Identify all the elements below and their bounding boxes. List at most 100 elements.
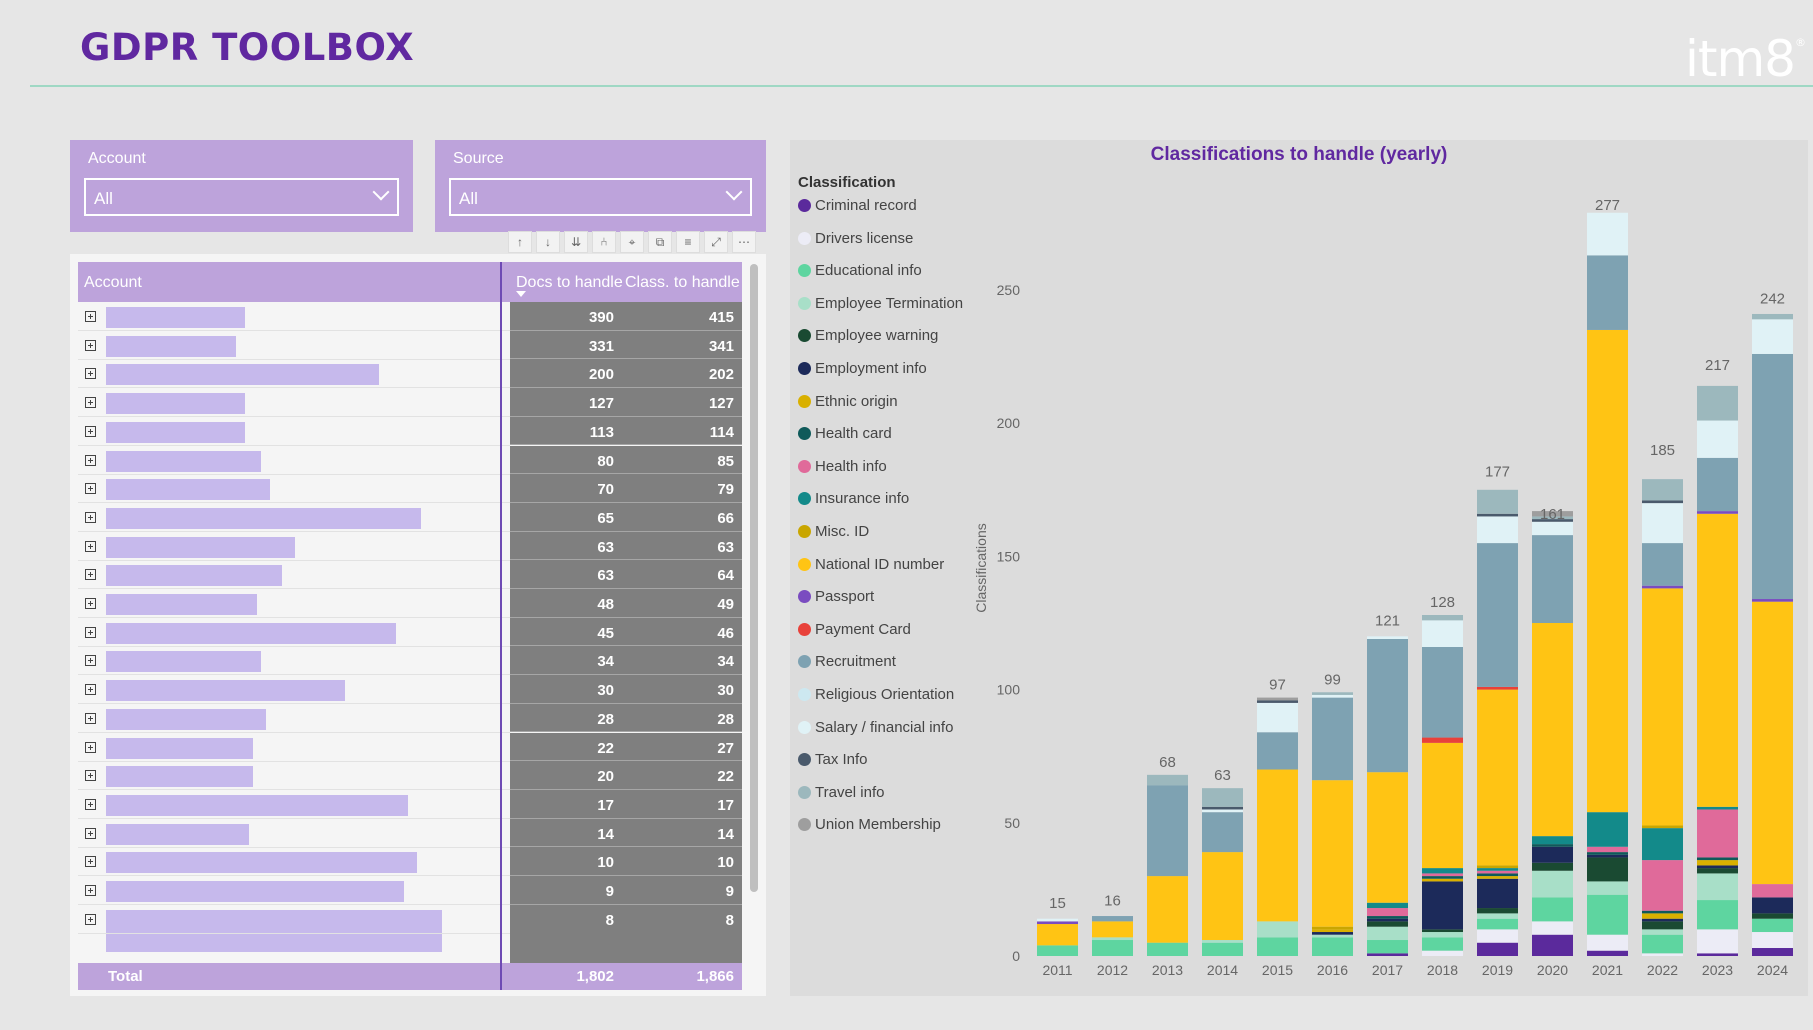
legend-item[interactable]: Drivers license bbox=[798, 230, 963, 263]
bar-segment[interactable] bbox=[1532, 623, 1573, 837]
bar-segment[interactable] bbox=[1092, 940, 1133, 956]
bar-segment[interactable] bbox=[1587, 934, 1628, 951]
legend-item[interactable]: Salary / financial info bbox=[798, 719, 963, 752]
expand-row-icon[interactable] bbox=[85, 712, 96, 724]
bar-segment[interactable] bbox=[1147, 942, 1188, 956]
bar-segment[interactable] bbox=[1532, 535, 1573, 623]
bar-segment[interactable] bbox=[1532, 844, 1573, 847]
bar-segment[interactable] bbox=[1697, 511, 1738, 514]
expand-row-icon[interactable] bbox=[85, 483, 96, 495]
table-row[interactable]: 28 28 bbox=[78, 703, 742, 733]
bar-segment[interactable] bbox=[1752, 319, 1793, 354]
copy-icon[interactable]: ⧉ bbox=[648, 231, 672, 253]
bar-segment[interactable] bbox=[1532, 519, 1573, 522]
legend-item[interactable]: Union Membership bbox=[798, 816, 963, 849]
expand-row-icon[interactable] bbox=[85, 397, 96, 409]
expand-row-icon[interactable] bbox=[85, 856, 96, 868]
bar-segment[interactable] bbox=[1422, 873, 1463, 877]
bar-segment[interactable] bbox=[1477, 876, 1518, 879]
bar-segment[interactable] bbox=[1422, 646, 1463, 738]
bar-segment[interactable] bbox=[1312, 692, 1353, 695]
table-row[interactable]: 14 14 bbox=[78, 818, 742, 848]
table-row[interactable]: 200 202 bbox=[78, 359, 742, 389]
bar-segment[interactable] bbox=[1477, 878, 1518, 909]
bar-segment[interactable] bbox=[1642, 503, 1683, 544]
bar-segment[interactable] bbox=[1697, 457, 1738, 512]
bar-segment[interactable] bbox=[1202, 942, 1243, 956]
bar-segment[interactable] bbox=[1312, 926, 1353, 930]
bar-segment[interactable] bbox=[1477, 865, 1518, 869]
bar-segment[interactable] bbox=[1312, 694, 1353, 698]
bar-segment[interactable] bbox=[1257, 697, 1298, 701]
legend-item[interactable]: Passport bbox=[798, 588, 963, 621]
bar-segment[interactable] bbox=[1477, 543, 1518, 687]
bar-segment[interactable] bbox=[1587, 857, 1628, 882]
table-row[interactable]: 127 127 bbox=[78, 388, 742, 418]
bar-segment[interactable] bbox=[1147, 876, 1188, 943]
bar-segment[interactable] bbox=[1587, 881, 1628, 895]
bar-segment[interactable] bbox=[1587, 812, 1628, 847]
bar-segment[interactable] bbox=[1477, 929, 1518, 943]
expand-row-icon[interactable] bbox=[85, 885, 96, 896]
bar-segment[interactable] bbox=[1587, 329, 1628, 813]
bar-segment[interactable] bbox=[1587, 854, 1628, 858]
bar-segment[interactable] bbox=[1422, 615, 1463, 621]
bar-segment[interactable] bbox=[1092, 921, 1133, 938]
bar-segment[interactable] bbox=[1587, 852, 1628, 855]
bar-segment[interactable] bbox=[1037, 921, 1078, 925]
bar-segment[interactable] bbox=[1532, 516, 1573, 520]
col-header-account[interactable]: Account bbox=[84, 274, 142, 291]
bar-segment[interactable] bbox=[1202, 806, 1243, 810]
bar-segment[interactable] bbox=[1532, 521, 1573, 536]
bar-segment[interactable] bbox=[1477, 489, 1518, 514]
bar-segment[interactable] bbox=[1147, 774, 1188, 786]
bar-segment[interactable] bbox=[1532, 897, 1573, 922]
bar-segment[interactable] bbox=[1752, 932, 1793, 949]
legend-item[interactable]: Misc. ID bbox=[798, 523, 963, 556]
bar-segment[interactable] bbox=[1202, 788, 1243, 807]
bar-segment[interactable] bbox=[1422, 932, 1463, 938]
bar-segment[interactable] bbox=[1532, 870, 1573, 898]
bar-segment[interactable] bbox=[1422, 876, 1463, 879]
bar-segment[interactable] bbox=[1312, 937, 1353, 956]
bar-segment[interactable] bbox=[1477, 513, 1518, 517]
bar-segment[interactable] bbox=[1367, 918, 1408, 922]
bar-segment[interactable] bbox=[1367, 908, 1408, 917]
table-row[interactable]: 34 34 bbox=[78, 646, 742, 676]
bar-segment[interactable] bbox=[1532, 921, 1573, 935]
bar-segment[interactable] bbox=[1697, 868, 1738, 874]
bar-segment[interactable] bbox=[1367, 638, 1408, 773]
bar-segment[interactable] bbox=[1752, 913, 1793, 919]
bar-segment[interactable] bbox=[1422, 881, 1463, 930]
bar-segment[interactable] bbox=[1532, 862, 1573, 871]
bar-segment[interactable] bbox=[1422, 929, 1463, 933]
expand-row-icon[interactable] bbox=[85, 368, 96, 380]
bar-segment[interactable] bbox=[1587, 846, 1628, 853]
bar-segment[interactable] bbox=[1642, 929, 1683, 935]
bar-segment[interactable] bbox=[1697, 806, 1738, 810]
bar-segment[interactable] bbox=[1752, 918, 1793, 933]
bar-segment[interactable] bbox=[1367, 953, 1408, 956]
bar-segment[interactable] bbox=[1312, 934, 1353, 938]
legend-item[interactable]: Tax Info bbox=[798, 751, 963, 784]
bar-segment[interactable] bbox=[1642, 588, 1683, 826]
bar-segment[interactable] bbox=[1367, 636, 1408, 639]
bar-segment[interactable] bbox=[1037, 924, 1078, 946]
table-row[interactable]: 65 66 bbox=[78, 502, 742, 532]
table-row[interactable]: 20 22 bbox=[78, 761, 742, 791]
bar-segment[interactable] bbox=[1367, 772, 1408, 903]
expand-row-icon[interactable] bbox=[85, 511, 96, 523]
bar-segment[interactable] bbox=[1037, 918, 1078, 922]
legend-item[interactable]: Health info bbox=[798, 458, 963, 491]
expand-row-icon[interactable] bbox=[85, 339, 96, 351]
legend-item[interactable]: Recruitment bbox=[798, 653, 963, 686]
bar-segment[interactable] bbox=[1697, 953, 1738, 956]
bar-segment[interactable] bbox=[1367, 902, 1408, 909]
bar-segment[interactable] bbox=[1477, 942, 1518, 956]
bar-segment[interactable] bbox=[1697, 900, 1738, 930]
legend-item[interactable]: Payment Card bbox=[798, 621, 963, 654]
legend-item[interactable]: Travel info bbox=[798, 784, 963, 817]
legend-item[interactable]: Religious Orientation bbox=[798, 686, 963, 719]
bar-segment[interactable] bbox=[1257, 921, 1298, 938]
bar-segment[interactable] bbox=[1642, 479, 1683, 501]
